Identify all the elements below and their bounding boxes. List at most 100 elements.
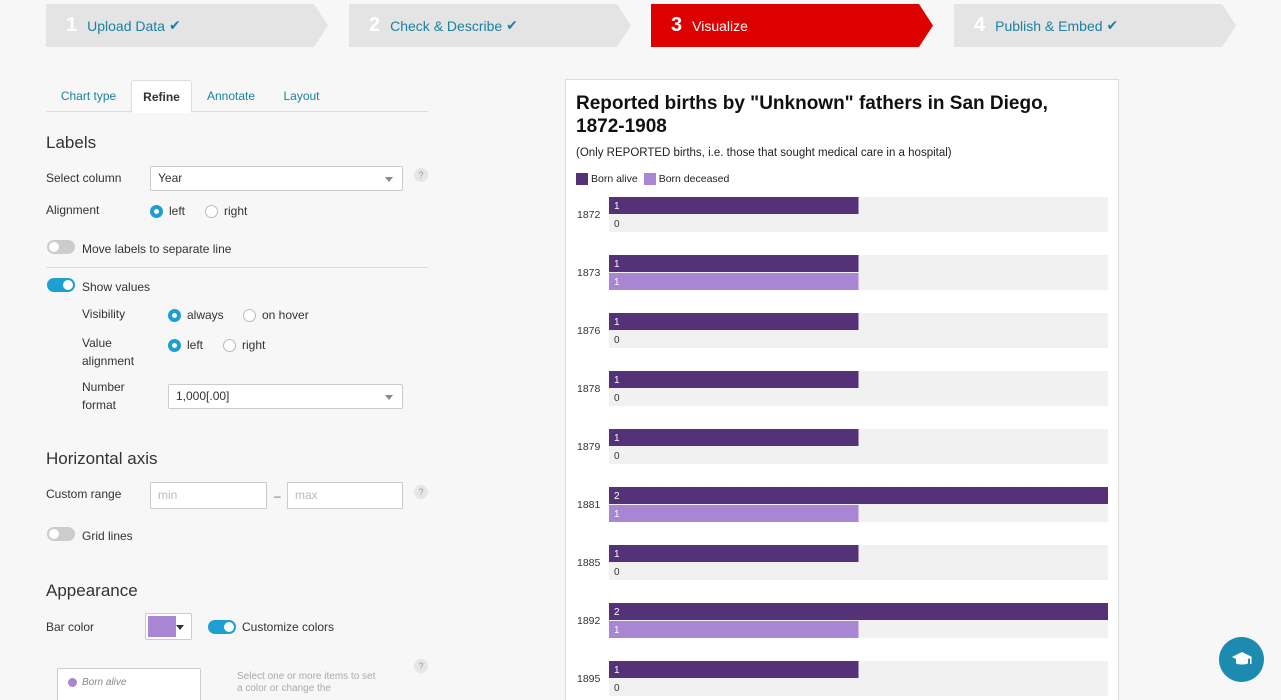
step-publish-embed[interactable]: 4 Publish & Embed ✔ [954,4,1236,47]
value-label: 1 [614,259,620,270]
radio-selected-icon [168,338,181,352]
grid-lines-label: Grid lines [82,529,133,543]
value-label: 1 [614,433,620,444]
value-label: 1 [614,201,620,212]
help-icon[interactable]: ? [414,659,428,673]
step-background [651,4,933,47]
grid-lines-toggle[interactable] [47,527,75,541]
radio-label: always [187,308,224,322]
value-alignment-label-line2: alignment [82,354,135,368]
customize-colors-toggle[interactable] [208,620,236,634]
chevron-down-icon [385,177,393,182]
list-item-label: Born alive [82,677,127,688]
step-background [954,4,1236,47]
divider [46,267,428,268]
checkmark-icon: ✔ [1106,17,1119,33]
tab-layout[interactable]: Layout [283,89,320,103]
step-number: 3 [671,14,683,36]
number-format-value: 1,000[.00] [176,389,230,403]
custom-range-label: Custom range [46,487,122,501]
legend-item-born-alive: Born alive [576,173,638,185]
value-label: 2 [614,607,620,618]
step-label: Check & Describe [390,17,503,34]
category-label: 1879 [577,441,601,453]
academy-button[interactable] [1219,637,1264,682]
bar [609,505,859,522]
help-icon[interactable]: ? [414,168,428,182]
move-labels-label: Move labels to separate line [82,242,232,256]
chart-subtitle: (Only REPORTED births, i.e. those that s… [576,147,952,159]
value-label: 1 [614,277,620,288]
value-label: 1 [614,665,620,676]
range-max-input[interactable]: max [287,482,403,509]
radio-label: left [187,338,204,352]
radio-icon [223,338,236,352]
value-label: 2 [614,491,620,502]
radio-icon [243,308,256,322]
help-icon[interactable]: ? [414,485,428,499]
bar [609,255,859,272]
radio-selected-icon [168,308,181,322]
color-dot-icon [68,678,77,687]
number-format-dropdown[interactable]: 1,000[.00] [168,384,403,409]
color-swatch [148,616,176,637]
labels-heading: Labels [46,133,97,152]
radio-selected-icon [150,204,163,218]
bar [609,661,859,678]
legend-label: Born deceased [658,173,730,185]
alignment-label: Alignment [46,203,100,217]
value-label: 0 [614,393,620,404]
tab-refine[interactable]: Refine [131,80,192,113]
step-label: Publish & Embed [995,17,1103,34]
step-upload-data[interactable]: 1 Upload Data ✔ [46,4,328,47]
category-label: 1892 [577,615,601,627]
step-number: 1 [66,14,78,36]
alignment-left-radio[interactable]: left [150,204,185,218]
alignment-right-radio[interactable]: right [205,204,247,218]
number-format-label-line1: Number [82,380,125,394]
bar [609,429,859,446]
editor-tabs: Chart type Refine Annotate Layout [46,80,428,113]
value-label: 0 [614,683,620,694]
select-column-dropdown[interactable]: Year [150,166,403,191]
range-min-input[interactable]: min [150,482,267,509]
bar-color-label: Bar color [46,620,95,634]
bar [609,371,859,388]
radio-label: right [224,204,248,218]
value-label: 1 [614,509,620,520]
radio-label: right [242,338,266,352]
move-labels-toggle[interactable] [47,240,75,254]
visibility-always-radio[interactable]: always [168,308,224,322]
checkmark-icon: ✔ [168,17,181,33]
bar [609,197,859,214]
graduation-cap-icon [1231,651,1252,664]
value-label: 1 [614,549,620,560]
visibility-hover-radio[interactable]: on hover [243,308,309,322]
bar-color-picker[interactable] [145,613,192,640]
value-label: 1 [614,317,620,328]
color-items-list[interactable]: Born alive [57,668,201,700]
legend-item-born-deceased: Born deceased [643,173,730,185]
value-alignment-label-line1: Value [82,336,112,350]
bar [609,313,859,330]
customize-colors-label: Customize colors [242,620,335,634]
tab-chart-type[interactable]: Chart type [60,89,117,103]
list-item[interactable]: Born alive [68,677,126,688]
color-hint-text: Select one or more items to set a color … [237,671,376,694]
category-label: 1872 [577,209,601,221]
value-alignment-right-radio[interactable]: right [223,338,265,352]
chevron-down-icon [176,625,184,630]
category-label: 1885 [577,557,601,569]
radio-label: left [169,204,186,218]
step-check-describe[interactable]: 2 Check & Describe ✔ [349,4,631,47]
step-visualize[interactable]: 3 Visualize [651,4,933,47]
radio-icon [205,204,218,218]
value-alignment-left-radio[interactable]: left [168,338,203,352]
value-label: 0 [614,335,620,346]
show-values-toggle[interactable] [47,278,75,292]
select-column-value: Year [158,171,183,185]
checkmark-icon: ✔ [506,17,518,33]
tab-annotate[interactable]: Annotate [206,89,256,103]
value-label: 1 [614,375,620,386]
step-number: 4 [974,14,986,36]
